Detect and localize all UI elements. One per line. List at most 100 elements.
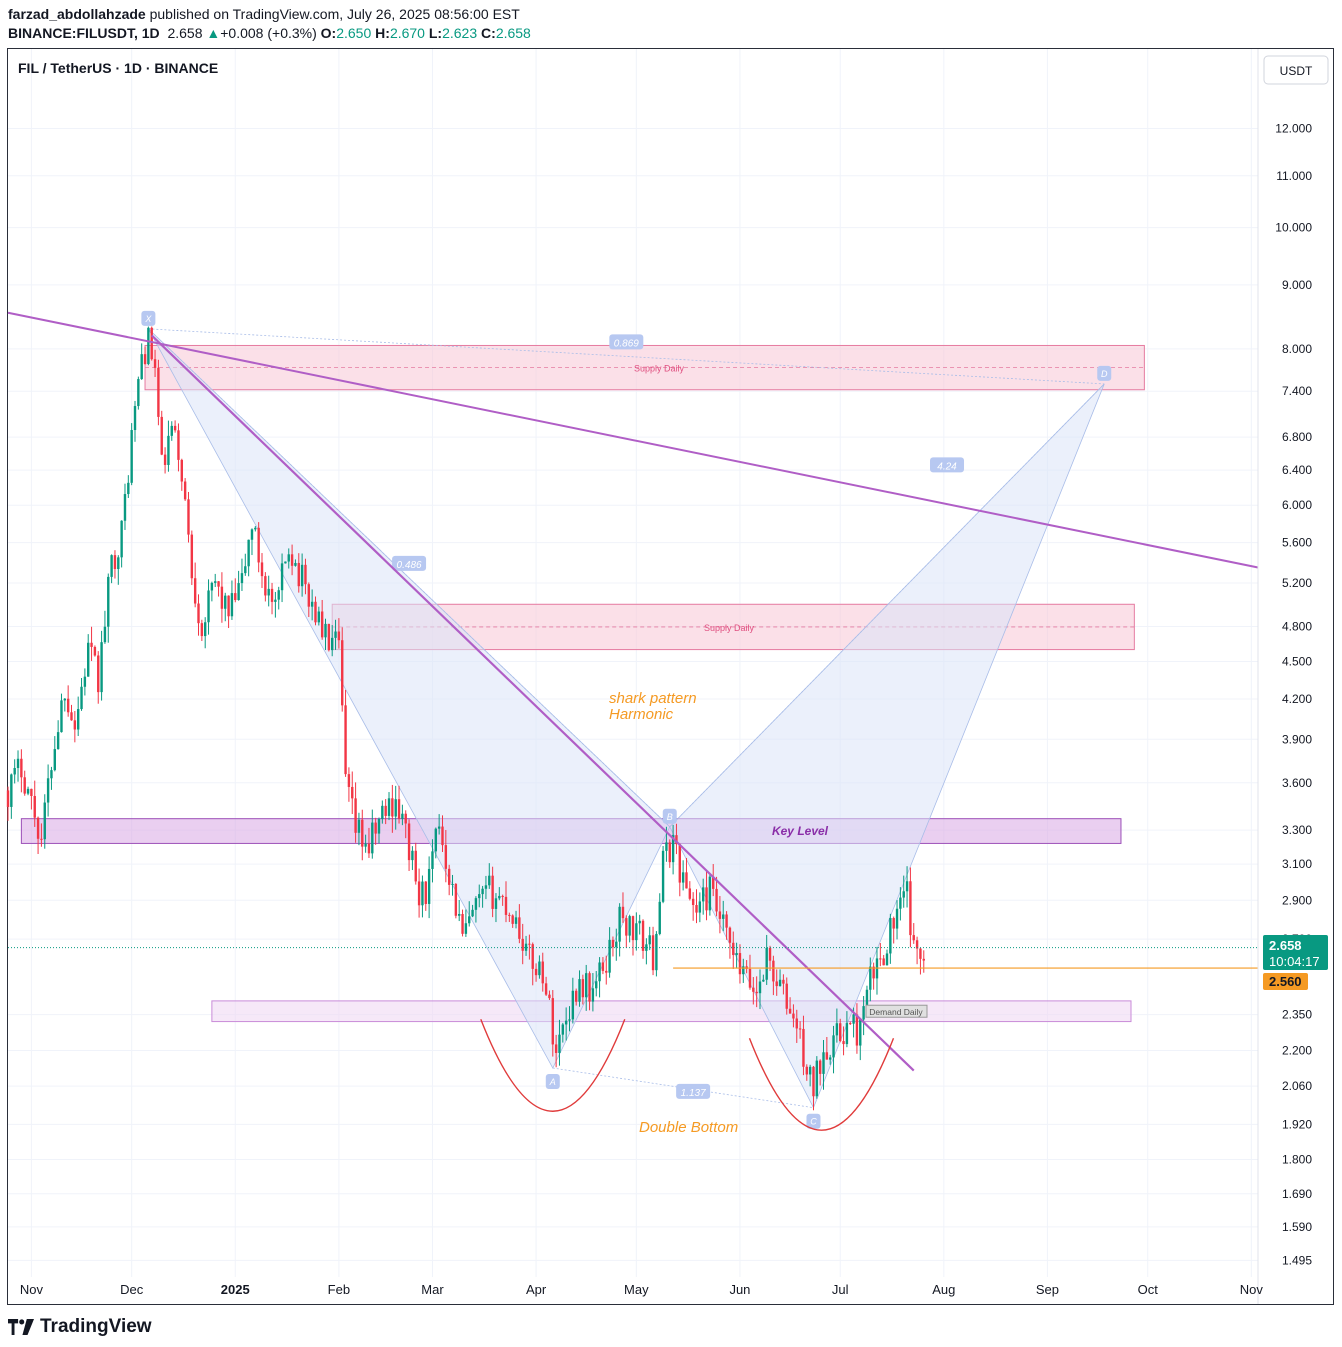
candle-body <box>905 881 909 892</box>
price-tick-label: 12.000 <box>1275 121 1312 135</box>
price-change: +0.008 (+0.3%) <box>220 25 317 41</box>
candle-body <box>574 990 578 1002</box>
candle-body <box>60 700 63 733</box>
candle-body <box>260 562 264 577</box>
candle-body <box>661 850 665 902</box>
candle-body <box>203 622 207 637</box>
candle-body <box>90 642 93 647</box>
candle-body <box>357 819 361 833</box>
candle-body <box>815 1060 819 1097</box>
candle-body <box>504 896 508 915</box>
time-tick-label: Oct <box>1138 1282 1159 1297</box>
candle-body <box>835 1023 839 1036</box>
candle-body <box>621 906 625 919</box>
candle-body <box>755 991 758 994</box>
candle-body <box>280 563 284 591</box>
candle-body <box>645 944 648 951</box>
harmonic-point-label: D <box>1101 369 1108 379</box>
candle-body <box>521 938 524 951</box>
candle-body <box>902 891 905 898</box>
candle-body <box>615 941 618 948</box>
candle-body <box>46 778 50 803</box>
currency-button[interactable] <box>1263 55 1329 85</box>
tradingview-logo[interactable]: TradingView <box>8 1316 152 1338</box>
candle-body <box>681 872 685 883</box>
time-tick-label: Sep <box>1036 1282 1059 1297</box>
candle-body <box>641 920 645 951</box>
candle-body <box>588 973 591 1002</box>
author-name[interactable]: farzad_abdollahzade <box>8 6 146 22</box>
candle-body <box>889 918 892 954</box>
candle-body <box>217 581 220 587</box>
candle-body <box>70 712 73 721</box>
candle-body <box>437 826 441 829</box>
harmonic-ratio-label: 0.869 <box>614 338 639 349</box>
candle-body <box>551 998 554 1045</box>
time-axis: Nov Dec 2025 Feb Mar Apr May Jun Jul Aug Sep Oct Nov <box>20 1282 1264 1297</box>
candle-body <box>859 1019 862 1046</box>
price-tick-label: 4.200 <box>1282 692 1312 706</box>
candle-body <box>795 1018 798 1029</box>
candle-body <box>748 968 752 988</box>
price-tick-label: 7.400 <box>1282 384 1312 398</box>
price-tick-label: 2.350 <box>1282 1008 1312 1022</box>
candle-body <box>895 908 899 929</box>
open-value: 2.650 <box>336 25 372 41</box>
candle-body <box>324 623 327 638</box>
level-badge-value: 2.560 <box>1269 974 1302 989</box>
candle-body <box>314 601 317 623</box>
candle-body <box>147 327 150 365</box>
candle-body <box>691 898 695 906</box>
key-level-label: Key Level <box>772 824 829 838</box>
harmonic-point-box <box>141 310 156 326</box>
chart-frame <box>7 48 1334 1305</box>
candle-body <box>728 927 732 943</box>
candle-body <box>511 915 514 924</box>
price-tick-label: 11.000 <box>1276 169 1312 183</box>
candle-body <box>738 953 742 975</box>
candle-body <box>451 883 454 885</box>
time-tick-label: Jun <box>729 1282 750 1297</box>
candle-body <box>701 887 705 902</box>
candle-body <box>494 898 498 909</box>
candle-body <box>377 818 381 834</box>
candle-body <box>257 527 260 563</box>
price-axis: 12.000 11.000 10.000 9.000 8.000 7.400 6.800 6.… <box>1257 49 1312 1304</box>
candle-body <box>113 555 117 570</box>
demand-zone-label: Demand Daily <box>869 1007 923 1017</box>
high-value: 2.670 <box>389 25 425 41</box>
candle-body <box>264 576 267 596</box>
candle-body <box>234 593 237 601</box>
candle-body <box>845 1023 849 1045</box>
candle-body <box>688 888 692 899</box>
candle-body <box>488 875 491 886</box>
candle-body <box>310 601 314 607</box>
candle-body <box>384 805 387 816</box>
candle-body <box>544 983 548 995</box>
price-tick-label: 9.000 <box>1282 278 1312 292</box>
candle-body <box>578 979 581 1002</box>
candle-body <box>334 631 337 638</box>
candle-body <box>421 881 424 906</box>
published-text: published on TradingView.com, July 26, 2… <box>149 6 520 22</box>
candle-body <box>207 590 210 623</box>
candle-body <box>277 590 280 600</box>
candle-body <box>658 901 661 934</box>
candle-body <box>591 988 595 1002</box>
candle-body <box>150 327 153 360</box>
candle-body <box>447 868 451 885</box>
candle-body <box>842 1041 845 1045</box>
candle-body <box>16 758 20 769</box>
candle-body <box>197 603 200 624</box>
shark-pattern-text: shark pattern <box>609 690 697 707</box>
candle-body <box>581 979 585 998</box>
candle-body <box>434 828 438 852</box>
price-tick-label: 3.100 <box>1282 857 1312 871</box>
candle-body <box>371 822 374 854</box>
last-price-badge <box>1263 935 1328 970</box>
candle-body <box>220 586 224 609</box>
price-tick-label: 10.000 <box>1275 221 1312 235</box>
overlays-layer: Supply Daily Supply Daily Key Level Demand … <box>7 310 1259 1131</box>
candle-body <box>320 611 324 638</box>
